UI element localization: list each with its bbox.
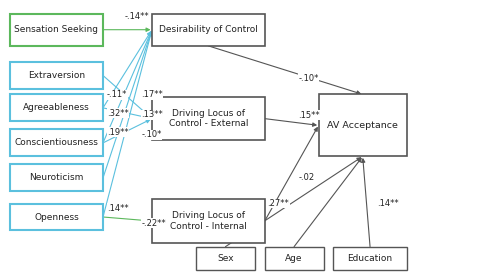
Text: Education: Education	[348, 254, 393, 263]
Bar	[152, 199, 264, 243]
Text: -.22**: -.22**	[141, 219, 166, 228]
Text: .15**: .15**	[298, 111, 320, 120]
Bar	[318, 94, 407, 156]
Text: .17**: .17**	[141, 90, 163, 100]
Bar	[152, 97, 264, 140]
Bar	[264, 247, 324, 270]
Bar	[334, 247, 407, 270]
Text: .32**: .32**	[107, 109, 128, 118]
Text: -.10*: -.10*	[141, 130, 162, 139]
Text: Driving Locus of
Control - Internal: Driving Locus of Control - Internal	[170, 211, 247, 231]
Text: .14**: .14**	[378, 199, 399, 208]
Text: .14**: .14**	[107, 204, 128, 213]
Text: -.02: -.02	[299, 174, 315, 182]
Text: -.11*: -.11*	[107, 90, 128, 100]
Text: -.14**: -.14**	[125, 12, 150, 21]
Text: -.10*: -.10*	[298, 74, 318, 83]
Text: Openness: Openness	[34, 213, 79, 221]
Bar	[152, 13, 264, 46]
Bar	[10, 62, 103, 89]
Text: Sex: Sex	[217, 254, 234, 263]
Text: .27**: .27**	[268, 199, 289, 208]
Text: AV Acceptance: AV Acceptance	[328, 121, 398, 130]
Text: Age: Age	[286, 254, 303, 263]
Text: Agreeableness: Agreeableness	[23, 103, 90, 112]
Text: Conscientiousness: Conscientiousness	[14, 138, 98, 147]
Text: Neuroticism: Neuroticism	[30, 174, 84, 182]
Bar	[10, 94, 103, 121]
Bar	[10, 13, 103, 46]
Bar	[10, 204, 103, 230]
Text: Extraversion: Extraversion	[28, 71, 85, 80]
Bar	[196, 247, 255, 270]
Bar	[10, 164, 103, 191]
Text: Sensation Seeking: Sensation Seeking	[14, 25, 98, 34]
Text: .19**: .19**	[107, 128, 128, 137]
Bar	[10, 130, 103, 156]
Text: Driving Locus of
Control - External: Driving Locus of Control - External	[168, 109, 248, 128]
Text: Desirability of Control: Desirability of Control	[159, 25, 258, 34]
Text: .13**: .13**	[141, 110, 163, 119]
